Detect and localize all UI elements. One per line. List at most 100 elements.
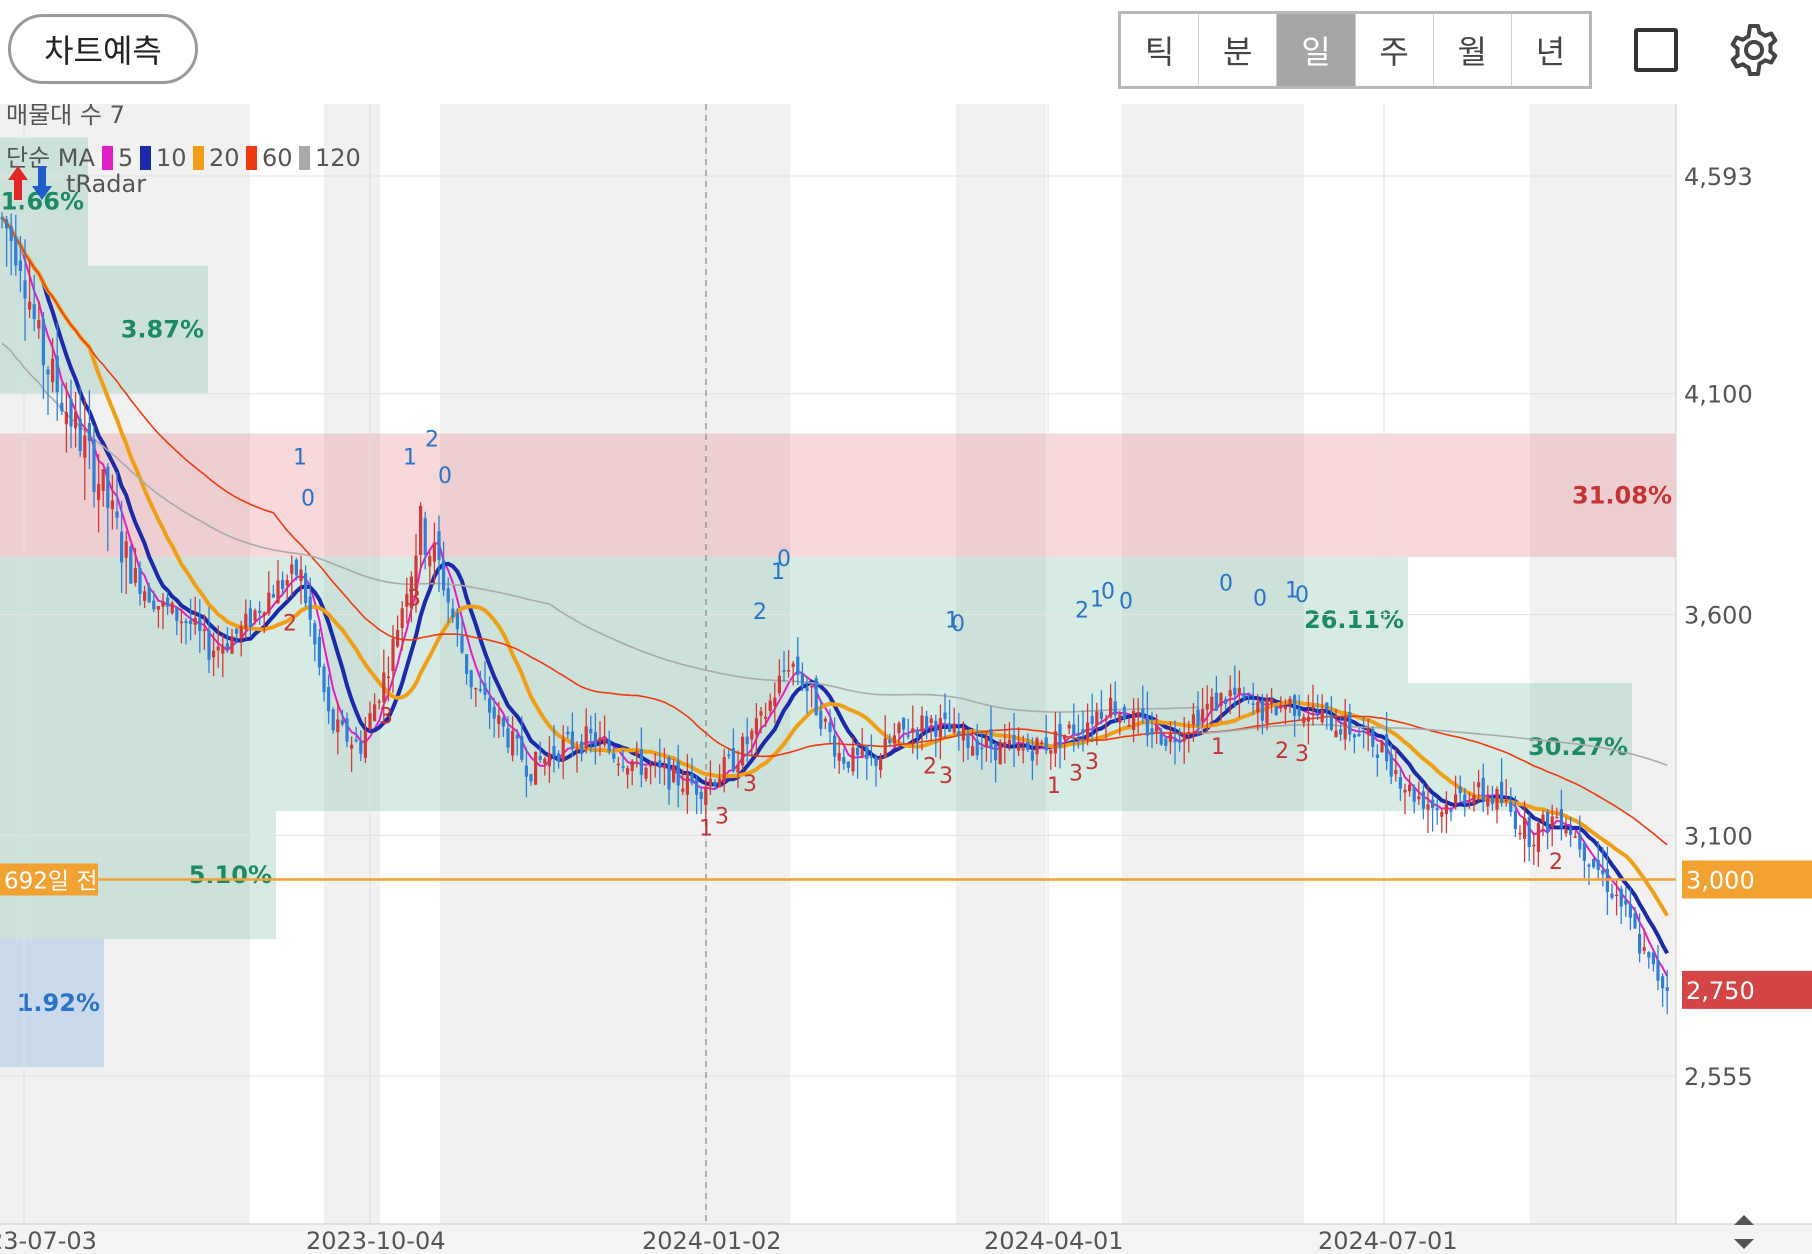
candle-body [1076,732,1080,735]
candle-body [888,739,892,744]
candle-body [129,546,133,584]
price-chart[interactable]: 3.87%31.08%26.11%30.27%5.10%1.92%1.66% 1… [0,104,1812,1254]
volume-band-percent-0: 3.87% [121,316,204,344]
candle-body [216,646,220,651]
y-tick-label-4: 2,555 [1684,1063,1753,1091]
candle-body [704,787,708,806]
candle-body [235,628,239,634]
candle-body [635,751,639,756]
candle-body [83,435,87,458]
candle-body [607,739,611,752]
candle-body [253,610,257,621]
candle-body [391,638,395,672]
tradar-up-count: 2 [425,428,439,453]
candle-body [1270,698,1274,705]
gear-icon[interactable] [1726,22,1782,78]
candle-body [161,601,165,607]
tab-month[interactable]: 월 [1434,14,1512,86]
tradar-down-count: 3 [379,704,393,729]
tradar-up-count: 1 [771,560,785,585]
x-tick-label-1: 2023-10-04 [306,1227,445,1254]
candle-body [1463,794,1467,805]
candle-body [492,706,496,719]
candle-body [1228,690,1232,697]
candle-body [1122,706,1126,720]
candle-body [929,718,933,724]
candle-body [1072,724,1076,735]
candle-body [745,736,749,745]
reference-line-left-label: 692일 전 [4,868,98,894]
candle-body [534,751,538,785]
candle-body [805,687,809,692]
candle-body [1191,714,1195,725]
candle-body [1132,710,1136,731]
candle-body [524,765,528,777]
candle-body [869,756,873,758]
candle-body [1615,894,1619,897]
candle-body [331,709,335,731]
candle-body [276,580,280,604]
candle-body [584,726,588,749]
ma-60-label: 60 [262,144,293,172]
candle-body [731,748,735,772]
candle-body [520,736,524,760]
candle-body [575,748,579,751]
square-icon[interactable] [1634,28,1678,72]
candle-body [78,418,82,452]
candle-body [1233,687,1237,695]
ma-legend-prefix: 단순 MA [6,144,95,172]
candle-body [1178,739,1182,743]
candle-body [1440,811,1444,817]
candle-body [1339,729,1343,735]
candle-body [1260,700,1264,721]
candle-body [106,466,110,508]
candle-body [1325,702,1329,710]
candle-body [1329,714,1333,730]
candle-body [239,626,243,639]
tab-minute[interactable]: 분 [1199,14,1278,86]
ma-5-label: 5 [118,144,133,172]
candle-body [0,217,4,219]
candle-body [419,505,423,555]
tab-tick[interactable]: 틱 [1121,14,1200,86]
tradar-up-count: 0 [1253,587,1267,612]
candle-body [147,586,151,603]
tradar-up-count: 1 [1090,587,1104,612]
stripe-white-2 [790,104,956,1224]
candle-body [1026,742,1030,751]
candle-body [1481,777,1485,801]
candle-body [1421,791,1425,809]
candle-body [1104,718,1108,721]
tradar-up-count: 0 [438,464,452,489]
candle-body [1642,947,1646,951]
candle-body [1012,734,1016,745]
candle-body [193,617,197,625]
candle-body [538,756,542,760]
candle-body [1573,836,1577,838]
tab-week[interactable]: 주 [1356,14,1434,86]
tab-day[interactable]: 일 [1277,14,1356,86]
candle-body [1656,960,1660,981]
x-tick-label-2: 2024-01-02 [642,1227,781,1254]
candle-body [1311,706,1315,710]
tab-year[interactable]: 년 [1535,33,1566,71]
candle-body [469,670,473,688]
candle-body [1366,727,1370,735]
candle-body [442,560,446,591]
candle-body [230,636,234,654]
candle-body [833,735,837,757]
candle-body [1559,809,1563,828]
candle-body [1237,688,1241,695]
tradar-up-count: 0 [777,547,791,572]
candle-body [124,541,128,558]
chart-predict-button[interactable]: 차트예측 [8,14,198,84]
candle-body [1168,733,1172,742]
candle-body [189,620,193,625]
candle-body [1527,817,1531,847]
candle-body [787,670,791,672]
candle-body [308,596,312,620]
candle-body [1099,711,1103,719]
candle-body [474,687,478,690]
candle-body [800,673,804,688]
candle-body [1610,893,1614,898]
